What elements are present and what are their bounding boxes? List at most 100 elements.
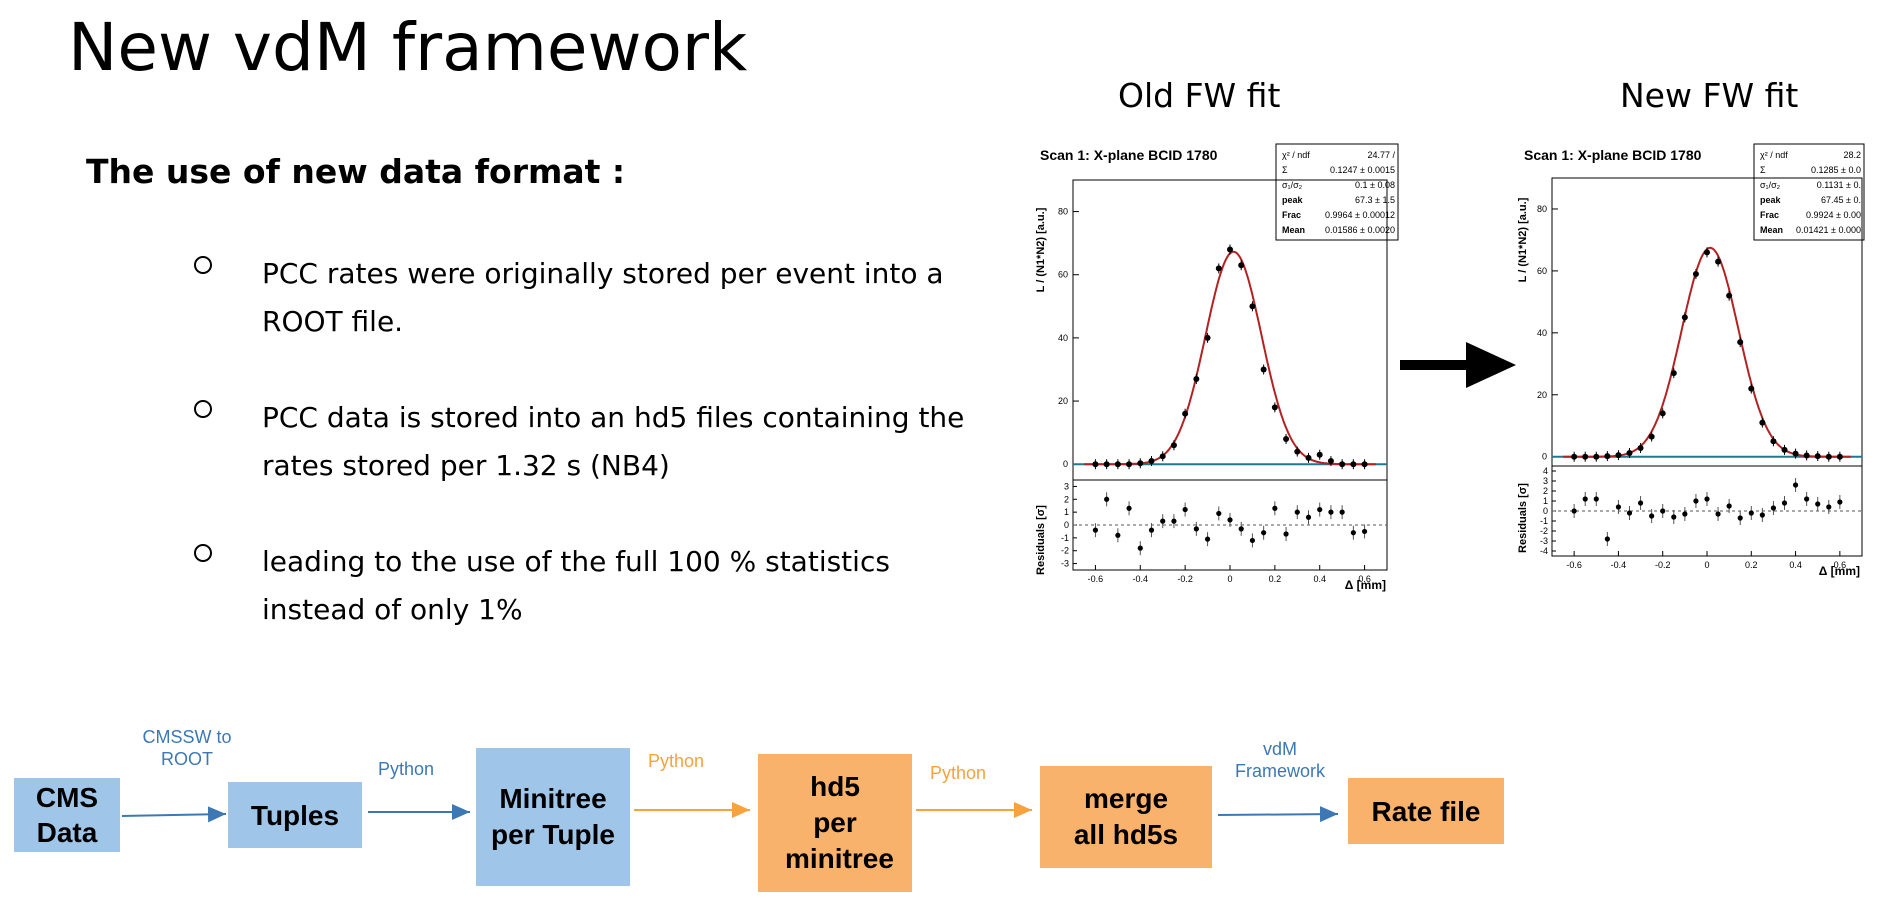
page-title: New vdM framework [68, 9, 748, 86]
stats-value: 0.1285 ± 0.0 [1811, 165, 1861, 175]
stats-name: peak [1282, 195, 1304, 205]
y-tick-label: 40 [1058, 333, 1068, 343]
x-tick-label: 0.6 [1834, 560, 1847, 570]
residual-plot-frame [1551, 465, 1863, 557]
residual-point [1649, 513, 1655, 519]
residual-point [1350, 530, 1356, 536]
y-tick-label: 0 [1063, 459, 1068, 469]
residual-point [1726, 503, 1732, 509]
data-point [1327, 458, 1334, 465]
residual-point [1571, 508, 1577, 514]
stats-name: Frac [1760, 210, 1779, 220]
right-arrow-icon [1400, 342, 1516, 388]
residual-tick-label: -3 [1061, 559, 1069, 569]
flow-box-label: Rate file [1371, 795, 1481, 827]
residual-point [1671, 514, 1677, 520]
residual-point [1339, 509, 1345, 515]
data-point [1092, 461, 1099, 468]
stats-value: 67.45 ± 0. [1821, 195, 1861, 205]
data-point [1825, 453, 1832, 460]
y-tick-label: 20 [1537, 390, 1547, 400]
residual-tick-label: -3 [1540, 536, 1548, 546]
residual-point [1593, 496, 1599, 502]
flow-box-label: Minitree per Tuple [491, 783, 615, 850]
y-axis-label: L / (N1*N2) [a.u.] [1035, 207, 1047, 292]
x-tick-label: -0.6 [1088, 574, 1104, 584]
residual-point [1759, 512, 1765, 518]
data-point [1582, 453, 1589, 460]
residual-axis-label: Residuals [σ] [1035, 505, 1047, 575]
residual-point [1748, 510, 1754, 516]
flow-box-label: Tuples [250, 799, 340, 831]
stats-name: σ₁/σ₂ [1760, 180, 1781, 190]
y-tick-label: 20 [1058, 396, 1068, 406]
data-point [1726, 292, 1733, 299]
old-fit-plot: Scan 1: X-plane BCID 1780 χ² / ndf 24.77 … [1035, 143, 1399, 592]
data-point [1659, 410, 1666, 417]
data-point [1204, 334, 1211, 341]
bullet-text: PCC data is stored into an hd5 files con… [262, 401, 965, 482]
y-tick-label: 80 [1537, 204, 1547, 214]
residual-tick-label: 1 [1543, 496, 1548, 506]
stats-name: χ² / ndf [1760, 150, 1788, 160]
residual-point [1104, 496, 1110, 502]
bullet-text: PCC rates were originally stored per eve… [262, 257, 944, 338]
data-point [1626, 449, 1633, 456]
y-tick-label: 60 [1537, 266, 1547, 276]
residual-point [1305, 514, 1312, 520]
x-tick-label: -0.4 [1133, 574, 1149, 584]
data-point [1361, 461, 1368, 468]
residual-tick-label: 2 [1064, 494, 1069, 504]
data-point [1715, 258, 1722, 265]
x-tick-label: 0.2 [1269, 574, 1282, 584]
residual-point [1626, 510, 1633, 516]
stats-value: 0.1247 ± 0.0015 [1330, 165, 1395, 175]
data-point [1227, 246, 1233, 253]
stats-box: χ² / ndf 28.2 Σ 0.1285 ± 0.0 σ₁/σ₂ 0.1131 ± 0… [1753, 143, 1865, 241]
residual-point [1660, 508, 1666, 514]
residual-point [1815, 501, 1821, 507]
data-point [1339, 461, 1346, 468]
stats-name: Frac [1282, 210, 1301, 220]
stats-box-frame [1275, 143, 1399, 241]
flow-box-hd5: hd5 per minitree [758, 754, 912, 892]
stats-box: χ² / ndf 24.77 / Σ 0.1247 ± 0.0015 σ₁/σ₂ 0.1 … [1275, 143, 1399, 241]
residual-point [1361, 528, 1368, 535]
data-point [1215, 265, 1222, 272]
data-point [1103, 461, 1110, 468]
circle-bullet-icon [194, 400, 212, 418]
data-point [1249, 303, 1256, 310]
stats-box-frame [1753, 143, 1865, 241]
arrow-cms-to-tuples [121, 806, 227, 823]
data-point [1271, 404, 1278, 411]
data-point [1604, 453, 1611, 460]
data-point [1781, 446, 1788, 453]
residual-point [1792, 482, 1799, 488]
flow-box-label: merge all hd5s [1073, 783, 1179, 850]
x-tick-label: -0.2 [1177, 574, 1193, 584]
stats-value: 0.9964 ± 0.00012 [1325, 210, 1395, 220]
y-tick-label: 60 [1058, 270, 1068, 280]
arrow-label: Python [378, 759, 435, 779]
data-point [1759, 419, 1766, 426]
residual-tick-label: 3 [1064, 481, 1069, 491]
stats-name: peak [1760, 195, 1782, 205]
residual-point [1737, 515, 1743, 521]
residual-point [1704, 496, 1710, 502]
residual-tick-label: -1 [1061, 533, 1069, 543]
residual-point [1148, 527, 1155, 533]
residual-axis-label: Residuals [σ] [1517, 483, 1529, 553]
y-tick-label: 80 [1058, 207, 1068, 217]
residual-point [1092, 527, 1099, 533]
flow-box-cms-data: CMS Data [14, 778, 120, 852]
data-point [1260, 366, 1267, 373]
data-point [1316, 451, 1323, 458]
residual-point [1238, 526, 1244, 532]
stats-value: 28.2 [1843, 150, 1861, 160]
residual-tick-label: -4 [1540, 546, 1548, 556]
data-point [1704, 249, 1710, 256]
old-fit-heading: Old FW fit [1118, 76, 1281, 115]
residual-point [1328, 509, 1334, 515]
bullet-text: leading to the use of the full 100 % sta… [262, 545, 890, 626]
